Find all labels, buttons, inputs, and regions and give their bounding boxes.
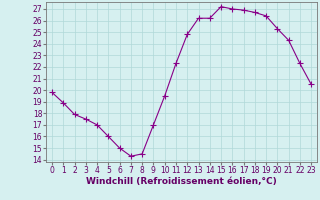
X-axis label: Windchill (Refroidissement éolien,°C): Windchill (Refroidissement éolien,°C) xyxy=(86,177,277,186)
